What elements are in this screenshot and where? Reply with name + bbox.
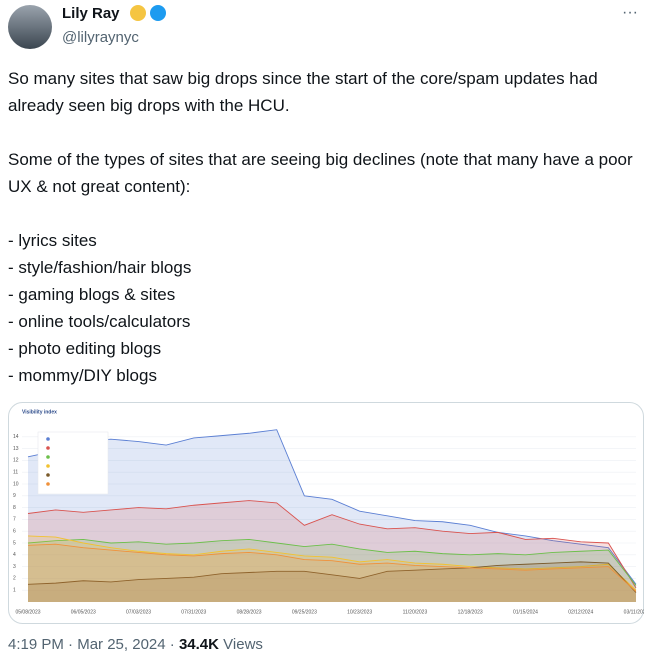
x-tick-label: 02/12/2024 xyxy=(568,609,593,615)
y-tick-label: 6 xyxy=(13,529,16,535)
list-item: - online tools/calculators xyxy=(8,312,191,331)
series-line xyxy=(27,535,637,591)
views-label: Views xyxy=(223,636,263,653)
y-tick-label: 9 xyxy=(13,493,16,499)
area-fill xyxy=(28,535,636,602)
x-tick-label: 05/08/2023 xyxy=(15,609,40,615)
y-tick-label: 8 xyxy=(13,505,16,511)
paragraph: So many sites that saw big drops since t… xyxy=(8,69,598,115)
paragraph: Some of the types of sites that are seei… xyxy=(8,150,633,196)
legend-dot xyxy=(46,464,50,468)
area-fill xyxy=(28,544,636,602)
verified-badge xyxy=(150,5,166,21)
chart-title: Visibility index xyxy=(22,409,57,415)
author-name[interactable]: Lily Ray xyxy=(62,5,120,22)
tweet-text: So many sites that saw big drops since t… xyxy=(8,65,636,389)
y-tick-label: 2 xyxy=(13,576,16,582)
time[interactable]: 4:19 PM xyxy=(8,636,64,653)
y-tick-label: 12 xyxy=(13,458,19,464)
x-tick-label: 09/25/2023 xyxy=(292,609,317,615)
views-count: 34.4K xyxy=(178,636,219,653)
x-tick-label: 07/03/2023 xyxy=(126,609,151,615)
y-tick-label: 3 xyxy=(13,564,16,570)
y-tick-label: 4 xyxy=(13,552,16,558)
series-line xyxy=(27,500,637,589)
footer: 4:19 PM · Mar 25, 2024 · 34.4K Views xyxy=(8,636,263,653)
x-tick-label: 11/20/2023 xyxy=(403,609,428,615)
y-tick-label: 11 xyxy=(13,470,18,476)
list-item: - lyrics sites xyxy=(8,231,97,250)
x-tick-label: 10/23/2023 xyxy=(347,609,372,615)
legend-dot xyxy=(46,482,50,486)
legend-dot xyxy=(46,455,50,459)
area-fill xyxy=(28,500,636,602)
date[interactable]: Mar 25, 2024 xyxy=(77,636,166,653)
series-line xyxy=(27,561,637,593)
x-tick-label: 01/15/2024 xyxy=(513,609,538,615)
x-tick-label: 03/11/2024 xyxy=(624,609,644,615)
avatar[interactable] xyxy=(8,5,52,49)
area-fill xyxy=(28,561,636,602)
chart-image[interactable]: Visibility index 123456789101112131405/0… xyxy=(8,402,644,624)
list-item: - photo editing blogs xyxy=(8,339,162,358)
x-tick-label: 08/28/2023 xyxy=(237,609,262,615)
x-tick-label: 12/18/2023 xyxy=(458,609,483,615)
legend-dot xyxy=(46,437,50,441)
series-line xyxy=(27,429,637,585)
legend-dot xyxy=(46,473,50,477)
list-item: - style/fashion/hair blogs xyxy=(8,258,192,277)
x-tick-label: 07/31/2023 xyxy=(181,609,206,615)
list-item: - mommy/DIY blogs xyxy=(8,366,157,385)
area-fill xyxy=(28,429,636,602)
series-line xyxy=(27,539,637,586)
y-tick-label: 5 xyxy=(13,540,16,546)
list: - lyrics sites - style/fashion/hair blogs… xyxy=(8,227,636,389)
y-tick-label: 10 xyxy=(13,481,19,487)
y-tick-label: 13 xyxy=(13,446,19,452)
legend-dot xyxy=(46,446,50,450)
emoji xyxy=(130,5,146,21)
y-tick-label: 1 xyxy=(13,588,16,594)
y-tick-label: 7 xyxy=(13,517,16,523)
more-button[interactable]: ··· xyxy=(622,4,638,21)
handle[interactable]: @lilyraynyc xyxy=(62,29,139,46)
y-tick-label: 14 xyxy=(13,434,19,440)
list-item: - gaming blogs & sites xyxy=(8,285,176,304)
series-line xyxy=(27,543,637,592)
x-tick-label: 06/05/2023 xyxy=(71,609,96,615)
